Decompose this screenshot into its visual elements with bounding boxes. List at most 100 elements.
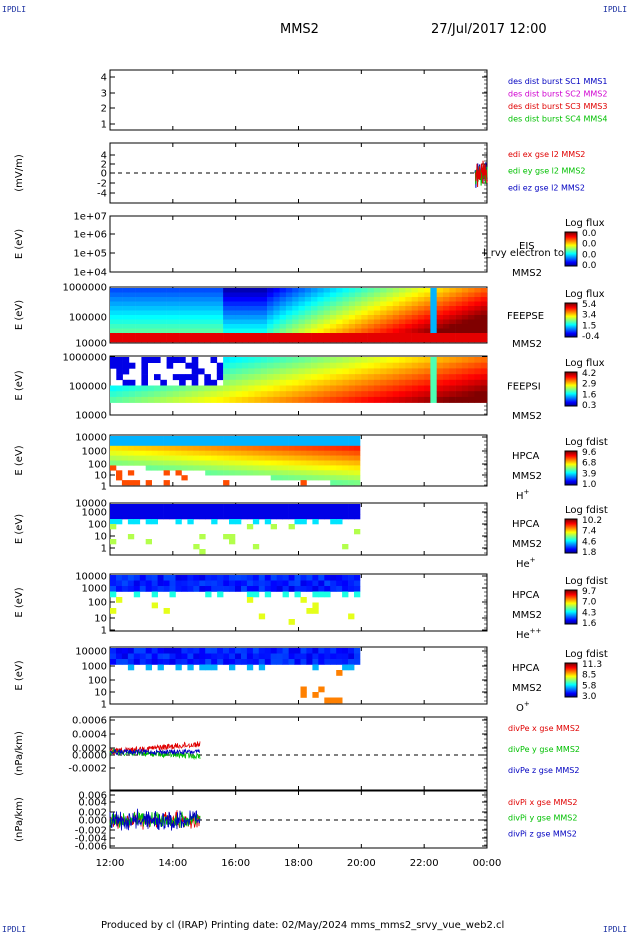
spectrogram-cell <box>285 385 293 392</box>
spectrogram-cell <box>210 288 218 293</box>
spectrogram-cell <box>154 396 161 403</box>
y-axis-label: E (eV) <box>14 587 25 617</box>
x-tick-label: 16:00 <box>221 858 250 869</box>
spectrogram-cell <box>430 337 437 343</box>
spectrogram-cell <box>235 509 242 515</box>
spectrogram-cell <box>246 460 254 466</box>
spectrogram-cell <box>175 509 182 515</box>
spectrogram-cell <box>267 324 274 329</box>
spectrogram-cell <box>336 306 343 311</box>
spectrogram-cell <box>474 306 481 311</box>
spectrogram-cell <box>145 519 152 525</box>
legend-entry: divPe x gse MMS2 <box>508 724 580 733</box>
spectrogram-cell <box>312 653 319 660</box>
spectrogram-cell <box>187 514 194 520</box>
spectrogram-cell <box>324 697 331 704</box>
colorbar-step <box>565 328 577 330</box>
spectrogram-cell <box>235 575 242 581</box>
spectrogram-cell <box>254 319 262 325</box>
y-tick-label: 1 <box>101 482 107 493</box>
spectrogram-cell <box>361 379 368 386</box>
spectrogram-cell <box>116 301 123 307</box>
spectrogram-cell <box>260 385 268 392</box>
spectrogram-cell <box>282 648 289 654</box>
spectrogram-cell <box>373 324 381 329</box>
spectrogram-cell <box>235 465 242 471</box>
spectrogram-cell <box>273 396 280 403</box>
spectrogram-cell <box>169 465 176 471</box>
colorbar-step <box>565 384 577 386</box>
spectrogram-cell <box>367 337 375 343</box>
colorbar-step <box>565 454 577 456</box>
colorbar-step <box>565 669 577 671</box>
spectrogram-cell <box>380 301 387 307</box>
spectrogram-cell <box>235 653 242 660</box>
spectrogram-cell <box>121 480 129 486</box>
y-tick-label: 0.002 <box>78 808 107 819</box>
spectrogram-cell <box>323 374 331 381</box>
spectrogram-cell <box>204 333 211 338</box>
spectrogram-cell <box>329 310 337 316</box>
spectrogram-cell <box>172 328 180 334</box>
instrument-label: HPCA <box>512 451 540 462</box>
colorbar-step <box>565 664 577 666</box>
spectrogram-cell <box>241 460 248 466</box>
y-tick-label: 1 <box>101 544 107 555</box>
spectrogram-cell <box>294 475 301 481</box>
colorbar-step <box>565 621 577 623</box>
colorbar-step <box>565 548 577 550</box>
spectrogram-cell <box>147 306 155 311</box>
spectrogram-cell <box>254 306 262 311</box>
spectrogram-cell <box>154 310 161 316</box>
spectrogram-cell <box>235 319 243 325</box>
spectrogram-cell <box>317 333 324 338</box>
colorbar-step <box>565 331 577 333</box>
spectrogram-cell <box>110 333 117 338</box>
spectrogram-cell <box>279 396 287 403</box>
spectrogram-cell <box>128 379 136 386</box>
spectrogram-cell <box>191 362 199 369</box>
spectrogram-cell <box>392 368 400 375</box>
spectrogram-cell <box>116 337 123 343</box>
spectrogram-cell <box>122 306 130 311</box>
spectrogram-cell <box>405 319 412 325</box>
colorbar-step <box>565 306 577 308</box>
colorbar-step <box>565 468 577 470</box>
colorbar-step <box>565 250 577 252</box>
spectrogram-cell <box>252 436 260 442</box>
spectrogram-cell <box>285 310 293 316</box>
colorbar-step <box>565 246 577 248</box>
spectrogram-cell <box>276 659 283 665</box>
spectrogram-cell <box>336 328 343 334</box>
spectrogram-cell <box>216 385 224 392</box>
spectrogram-cell <box>121 514 129 520</box>
spectrogram-cell <box>198 396 205 403</box>
spectrogram-cell <box>276 653 283 660</box>
spectrogram-cell <box>135 306 142 311</box>
spectrogram-cell <box>235 504 242 510</box>
spectrogram-cell <box>191 333 199 338</box>
spectrogram-cell <box>405 337 412 343</box>
spectrogram-cell <box>311 324 318 329</box>
y-tick-label: 1 <box>101 626 107 637</box>
y-tick-label: 1000000 <box>62 353 107 364</box>
spectrogram-cell <box>166 324 174 329</box>
instrument-label: FEEPSI <box>507 382 541 393</box>
spectrogram-cell <box>216 292 224 298</box>
spectrogram-cell <box>311 315 318 320</box>
spectrogram-cell <box>436 396 444 403</box>
spectrogram-cell <box>235 328 243 334</box>
spectrogram-cell <box>198 288 205 293</box>
spectrogram-cell <box>258 613 266 620</box>
spectrogram-cell <box>181 440 188 447</box>
spectrogram-cell <box>246 436 254 442</box>
spectrogram-cell <box>417 315 425 320</box>
colorbar-tick: 0.0 <box>582 229 597 239</box>
spectrogram-cell <box>455 319 463 325</box>
spectrogram-cell <box>273 333 280 338</box>
spectrogram-cell <box>443 368 450 375</box>
spectrogram-cell <box>355 328 362 334</box>
spectrogram-cell <box>121 653 129 660</box>
spectrogram-cell <box>311 362 318 369</box>
spectrogram-cell <box>157 504 164 510</box>
